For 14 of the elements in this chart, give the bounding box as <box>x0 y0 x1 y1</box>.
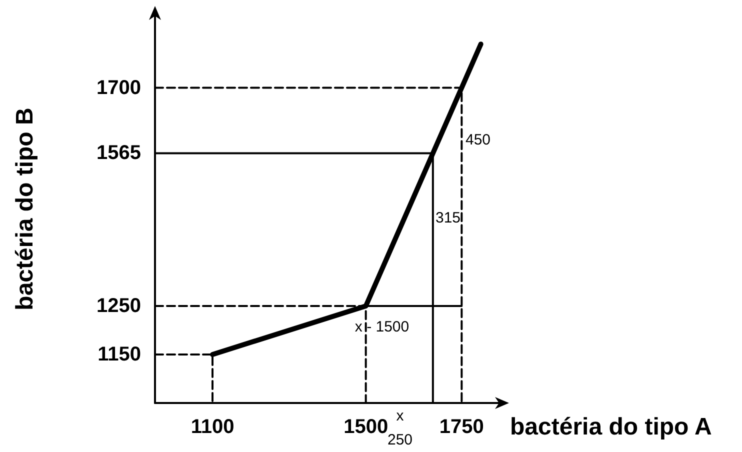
y-tick-label: 1565 <box>96 142 141 164</box>
y-tick-label: 1250 <box>96 295 141 317</box>
y-tick-label: 1700 <box>96 76 141 99</box>
x-tick-label: 1100 <box>190 416 234 438</box>
y-axis-title: bactéria do tipo B <box>12 108 38 310</box>
x-tick-label: 1500 <box>344 416 388 438</box>
annotation: 450 <box>465 132 491 148</box>
text: 250 <box>387 432 413 448</box>
y-tick-label: 1150 <box>98 344 141 366</box>
x-tick-label: 1750 <box>439 416 484 438</box>
text: x <box>396 408 404 424</box>
x-axis-title: bactéria do tipo A <box>510 414 712 440</box>
annotation: 315 <box>435 210 461 226</box>
annotation: x - 1500 <box>354 318 410 336</box>
